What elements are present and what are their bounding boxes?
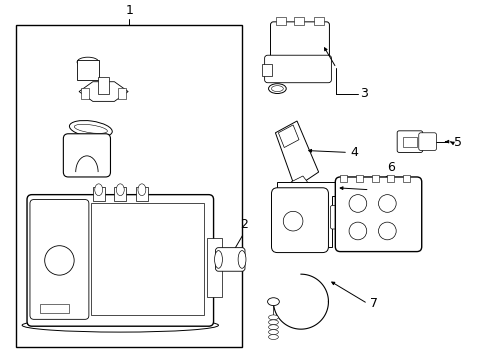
- Bar: [91, 203, 203, 315]
- Ellipse shape: [238, 251, 245, 268]
- Polygon shape: [79, 82, 128, 102]
- Bar: [40, 303, 69, 314]
- Circle shape: [283, 211, 302, 231]
- Ellipse shape: [69, 121, 112, 137]
- Text: 2: 2: [240, 218, 247, 231]
- FancyBboxPatch shape: [418, 133, 436, 150]
- FancyBboxPatch shape: [335, 177, 421, 252]
- Ellipse shape: [116, 184, 124, 195]
- Bar: [261, 64, 271, 76]
- Text: 6: 6: [386, 161, 394, 174]
- Polygon shape: [277, 182, 338, 247]
- Ellipse shape: [268, 334, 278, 339]
- FancyBboxPatch shape: [271, 188, 328, 253]
- Bar: [355, 175, 362, 182]
- Circle shape: [378, 195, 395, 212]
- Circle shape: [348, 195, 366, 212]
- Bar: [16, 25, 242, 347]
- Bar: [340, 175, 346, 182]
- FancyBboxPatch shape: [63, 134, 110, 177]
- Bar: [386, 175, 393, 182]
- Circle shape: [348, 222, 366, 240]
- Ellipse shape: [22, 318, 218, 332]
- Bar: [98, 77, 109, 94]
- Text: 5: 5: [453, 136, 461, 149]
- Polygon shape: [278, 125, 298, 148]
- Circle shape: [378, 222, 395, 240]
- Ellipse shape: [268, 84, 285, 94]
- FancyBboxPatch shape: [270, 22, 329, 63]
- Ellipse shape: [95, 184, 102, 195]
- Bar: [136, 187, 147, 201]
- FancyBboxPatch shape: [215, 248, 244, 271]
- Text: 3: 3: [359, 87, 367, 100]
- Bar: [114, 187, 126, 201]
- Bar: [402, 137, 416, 147]
- FancyBboxPatch shape: [330, 206, 344, 229]
- Bar: [206, 238, 222, 297]
- Bar: [93, 187, 104, 201]
- Ellipse shape: [77, 57, 99, 67]
- Ellipse shape: [268, 320, 278, 325]
- Bar: [77, 60, 99, 80]
- Ellipse shape: [214, 251, 222, 268]
- Text: 7: 7: [369, 297, 377, 310]
- FancyBboxPatch shape: [396, 131, 422, 152]
- Bar: [81, 87, 89, 99]
- FancyBboxPatch shape: [264, 55, 331, 83]
- Ellipse shape: [268, 330, 278, 334]
- Text: 1: 1: [125, 4, 133, 17]
- FancyBboxPatch shape: [27, 195, 213, 326]
- Ellipse shape: [138, 184, 145, 195]
- Ellipse shape: [268, 315, 278, 320]
- Circle shape: [44, 246, 74, 275]
- Bar: [293, 17, 303, 25]
- Ellipse shape: [267, 298, 279, 306]
- Text: 4: 4: [349, 146, 357, 159]
- Bar: [313, 17, 323, 25]
- Bar: [402, 175, 409, 182]
- Ellipse shape: [74, 124, 107, 134]
- FancyBboxPatch shape: [30, 199, 89, 319]
- Ellipse shape: [271, 86, 283, 91]
- Bar: [276, 17, 285, 25]
- Polygon shape: [275, 121, 318, 188]
- Bar: [118, 87, 126, 99]
- Bar: [371, 175, 378, 182]
- Ellipse shape: [268, 325, 278, 330]
- Polygon shape: [290, 176, 314, 198]
